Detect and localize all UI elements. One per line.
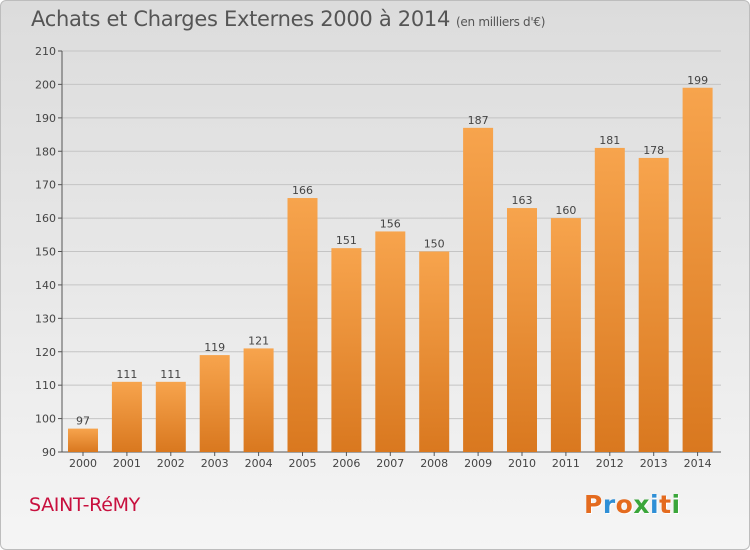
data-label: 166 [292, 184, 313, 197]
city-name: SAINT-RéMY [29, 494, 140, 516]
y-tick-label: 170 [35, 179, 56, 192]
logo-letter: r [602, 490, 616, 519]
bar-2012 [594, 147, 625, 453]
bar-2006 [331, 248, 362, 452]
bar-2000 [68, 428, 98, 452]
bar-2007 [375, 231, 406, 452]
data-label: 111 [116, 368, 137, 381]
y-tick-label: 200 [35, 78, 56, 91]
y-tick-label: 110 [35, 379, 56, 392]
y-tick-label: 210 [35, 45, 56, 58]
data-label: 181 [599, 134, 620, 147]
y-tick-label: 140 [35, 279, 56, 292]
y-tick-label: 90 [42, 446, 56, 459]
logo-letter: t [659, 490, 672, 519]
x-tick-label: 2009 [464, 457, 492, 470]
bar-2011 [550, 218, 581, 452]
x-tick-label: 2010 [508, 457, 536, 470]
chart-title: Achats et Charges Externes 2000 à 2014 (e… [31, 7, 545, 31]
data-label: 178 [643, 144, 664, 157]
x-tick-label: 2008 [420, 457, 448, 470]
data-label: 150 [424, 238, 445, 251]
bar-2003 [199, 355, 230, 452]
y-tick-label: 160 [35, 212, 56, 225]
bar-2002 [155, 381, 186, 452]
y-tick-label: 180 [35, 145, 56, 158]
bar-2009 [463, 127, 494, 452]
logo-letter: i [650, 490, 660, 519]
x-tick-label: 2006 [332, 457, 360, 470]
proxiti-logo[interactable]: Proxiti [584, 490, 681, 519]
y-tick-label: 100 [35, 413, 56, 426]
x-tick-label: 2003 [201, 457, 229, 470]
data-label: 119 [204, 341, 225, 354]
bar-2004 [243, 348, 274, 452]
bar-2005 [287, 198, 318, 452]
data-label: 151 [336, 234, 357, 247]
y-tick-label: 190 [35, 112, 56, 125]
bar-2001 [111, 381, 142, 452]
data-label: 199 [687, 74, 708, 87]
data-label: 121 [248, 334, 269, 347]
data-label: 160 [555, 204, 576, 217]
bar-2010 [507, 208, 537, 452]
y-tick-label: 120 [35, 346, 56, 359]
x-tick-label: 2004 [245, 457, 273, 470]
logo-letter: i [671, 490, 681, 519]
logo-letter: x [633, 490, 650, 519]
bar-2013 [638, 157, 669, 452]
unit-label: (en milliers d'€) [456, 15, 546, 29]
x-tick-label: 2013 [640, 457, 668, 470]
x-tick-label: 2005 [289, 457, 317, 470]
logo-letter: o [615, 490, 634, 519]
data-label: 156 [380, 217, 401, 230]
data-label: 187 [468, 114, 489, 127]
x-tick-label: 2001 [113, 457, 141, 470]
bars [68, 87, 713, 453]
x-tick-label: 2002 [157, 457, 185, 470]
bar-2008 [419, 251, 450, 452]
data-label: 163 [512, 194, 533, 207]
title-text: Achats et Charges Externes 2000 à 2014 [31, 7, 451, 31]
x-tick-label: 2014 [684, 457, 712, 470]
x-tick-label: 2011 [552, 457, 580, 470]
x-tick-label: 2012 [596, 457, 624, 470]
logo-letter: P [584, 490, 603, 519]
data-label: 111 [160, 368, 181, 381]
labels: 90 100 110 120 130 140 150 160 170 180 190 200 210 97… [35, 45, 712, 470]
x-tick-label: 2000 [69, 457, 97, 470]
x-tick-label: 2007 [376, 457, 404, 470]
y-tick-label: 150 [35, 246, 56, 259]
bar-2014 [682, 87, 713, 452]
y-tick-label: 130 [35, 312, 56, 325]
data-label: 97 [76, 415, 90, 428]
